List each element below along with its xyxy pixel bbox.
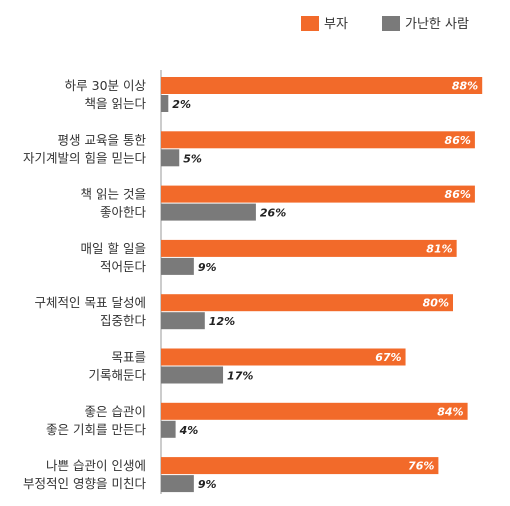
- category-label: 자기계발의 힘을 믿는다: [23, 150, 146, 165]
- value-label-poor: 5%: [183, 152, 202, 165]
- value-label-rich: 88%: [452, 80, 478, 93]
- bar-rich: [161, 294, 453, 312]
- bar-poor: [161, 420, 176, 438]
- value-label-rich: 86%: [445, 134, 471, 147]
- value-label-rich: 67%: [375, 351, 401, 364]
- bar-poor: [161, 149, 180, 167]
- category-label: 좋은 기회를 만든다: [46, 422, 146, 437]
- value-label-rich: 76%: [408, 460, 434, 473]
- value-label-poor: 2%: [172, 98, 191, 111]
- bar-rich: [161, 348, 406, 366]
- value-label-poor: 12%: [209, 315, 235, 328]
- category-label: 구체적인 목표 달성에: [35, 295, 146, 310]
- legend-swatch: [301, 16, 319, 31]
- legend-label: 부자: [324, 17, 348, 32]
- value-label-poor: 4%: [179, 424, 199, 437]
- bar-rich: [161, 131, 475, 149]
- value-label-poor: 9%: [198, 261, 217, 274]
- category-label: 적어둔다: [100, 259, 147, 274]
- bar-poor: [161, 366, 224, 384]
- bar-poor: [161, 95, 169, 112]
- category-label: 매일 할 일을: [81, 241, 146, 256]
- value-label-poor: 17%: [227, 370, 253, 383]
- bar-rich: [161, 77, 483, 94]
- value-label-rich: 80%: [423, 297, 449, 310]
- category-label: 좋아한다: [100, 205, 147, 220]
- category-label: 평생 교육을 통한: [58, 132, 147, 147]
- category-label: 집중한다: [100, 313, 147, 328]
- bar-rich: [161, 185, 475, 203]
- bar-rich: [161, 239, 457, 257]
- category-label: 목표를: [111, 350, 146, 365]
- bar-poor: [161, 312, 205, 330]
- category-label: 부정적인 영향을 미친다: [23, 476, 146, 491]
- legend-swatch: [382, 16, 400, 31]
- bar-rich: [161, 402, 468, 420]
- bar-poor: [161, 257, 194, 275]
- value-label-rich: 84%: [437, 405, 463, 418]
- category-label: 책을 읽는다: [85, 96, 147, 111]
- value-label-poor: 26%: [260, 207, 286, 220]
- bar-poor: [161, 203, 256, 221]
- bar-poor: [161, 475, 194, 493]
- category-label: 책 읽는 것을: [81, 187, 146, 202]
- legend: 부자 가난한 사람: [301, 16, 469, 32]
- legend-label: 가난한 사람: [405, 17, 469, 32]
- value-label-poor: 9%: [198, 478, 217, 491]
- category-label: 기록해둔다: [88, 368, 146, 383]
- bar-rich: [161, 457, 439, 475]
- value-label-rich: 81%: [426, 242, 452, 255]
- category-label: 나쁜 습관이 인생에: [46, 458, 146, 473]
- category-label: 하루 30분 이상: [65, 78, 147, 93]
- value-label-rich: 86%: [445, 188, 471, 201]
- category-label: 좋은 습관이: [85, 404, 146, 419]
